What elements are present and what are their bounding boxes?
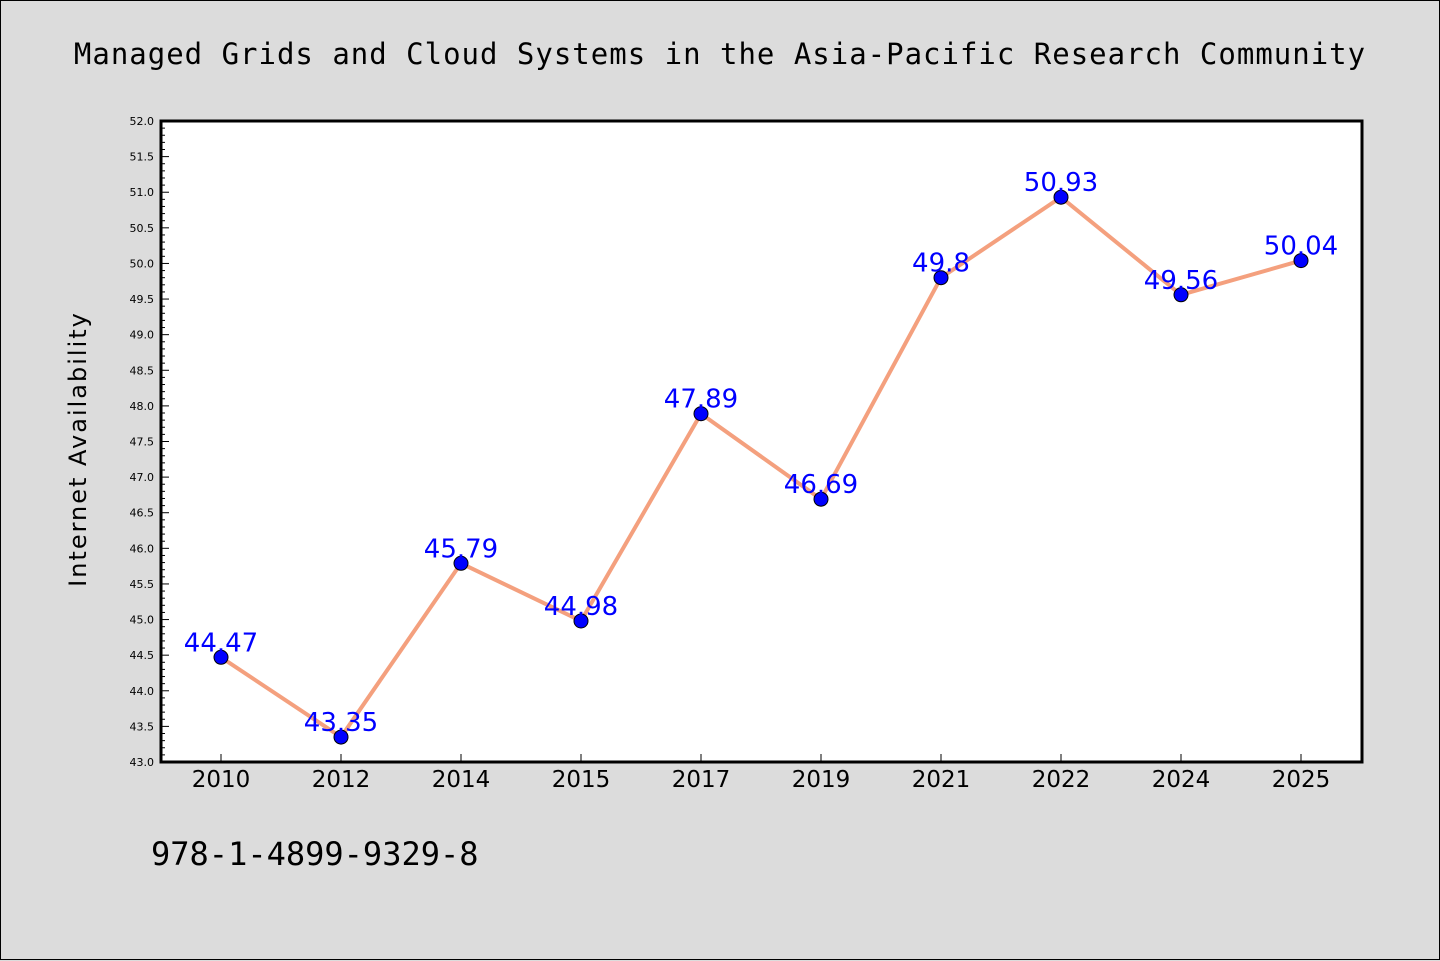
data-point (453, 555, 469, 571)
y-tick-label: 44.0 (130, 685, 155, 698)
data-point (813, 491, 829, 507)
data-label: 43.35 (304, 708, 378, 738)
series-line (219, 195, 1303, 740)
data-point (1173, 287, 1189, 303)
data-label: 44.47 (184, 628, 258, 658)
x-tick-label: 2024 (1152, 767, 1211, 793)
data-point (1053, 189, 1069, 205)
x-tick-label: 2010 (192, 767, 251, 793)
x-tick-label: 2019 (792, 767, 851, 793)
data-point (213, 649, 229, 665)
data-point (573, 613, 589, 629)
x-tick-label: 2017 (672, 767, 731, 793)
y-tick-label: 47.5 (130, 436, 155, 449)
data-label: 46.69 (784, 470, 858, 500)
y-tick-label: 43.5 (130, 720, 155, 733)
y-tick-label: 43.0 (130, 756, 155, 769)
y-tick-label: 49.0 (130, 329, 155, 342)
data-label: 45.79 (424, 534, 498, 564)
y-axis: 43.0 43.5 44.0 44.5 45.0 45.5 46.0 46.5 47.0 47.5… (130, 115, 169, 769)
y-tick-label: 50.5 (130, 222, 155, 235)
plot-area (159, 119, 1364, 764)
y-tick-label: 45.5 (130, 578, 155, 591)
x-tick-label: 2022 (1032, 767, 1091, 793)
y-tick-label: 51.0 (130, 186, 155, 199)
y-tick-label: 44.5 (130, 649, 155, 662)
data-point (333, 729, 349, 745)
x-tick-label: 2025 (1272, 767, 1331, 793)
data-label: 49.56 (1144, 266, 1218, 296)
y-tick-label: 46.5 (130, 507, 155, 520)
y-tick-label: 45.0 (130, 614, 155, 627)
data-point (1293, 253, 1309, 269)
data-label: 50.04 (1264, 232, 1338, 262)
y-tick-label: 48.0 (130, 400, 155, 413)
y-axis-label: Internet Availability (64, 311, 92, 587)
x-tick-label: 2015 (552, 767, 611, 793)
x-tick-label: 2014 (432, 767, 491, 793)
y-tick-label: 51.5 (130, 151, 155, 164)
data-point (933, 270, 949, 286)
y-tick-label: 46.0 (130, 542, 155, 555)
y-tick-label: 52.0 (130, 115, 155, 128)
data-label: 49.8 (912, 249, 970, 279)
data-label: 44.98 (544, 592, 618, 622)
y-tick-label: 48.5 (130, 364, 155, 377)
y-tick-label: 47.0 (130, 471, 155, 484)
chart-title: Managed Grids and Cloud Systems in the A… (74, 37, 1366, 71)
isbn-footer: 978-1-4899-9329-8 (151, 835, 479, 873)
series-layer: 44.47 43.35 45.79 44.98 47.89 46.69 49.8 50.93 4… (184, 168, 1338, 745)
x-tick-label: 2021 (912, 767, 971, 793)
data-point (693, 406, 709, 422)
y-tick-label: 49.5 (130, 293, 155, 306)
y-tick-label: 50.0 (130, 257, 155, 270)
x-tick-label: 2012 (312, 767, 371, 793)
data-label: 50.93 (1024, 168, 1098, 198)
x-axis: 2010 2012 2014 2015 2017 2019 2021 2022 2024 2025 (192, 754, 1331, 793)
data-label: 47.89 (664, 385, 738, 415)
